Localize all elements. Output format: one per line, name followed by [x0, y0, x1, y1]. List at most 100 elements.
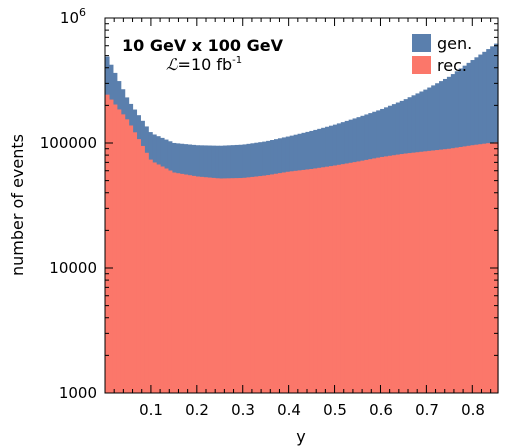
rec-bar: [258, 176, 263, 393]
luminosity-value: =10 fb: [178, 55, 233, 74]
rec-bar: [289, 171, 295, 393]
y-tick-exponent: 6: [79, 6, 86, 19]
rec-bar: [309, 168, 314, 393]
rec-bar: [427, 150, 432, 393]
rec-bar: [148, 159, 153, 393]
y-tick-base: 10: [60, 9, 79, 27]
rec-bar: [273, 173, 279, 393]
rec-bar: [454, 147, 460, 393]
x-tick-label: 0.1: [139, 401, 163, 419]
rec-bar: [387, 155, 393, 393]
rec-bar: [183, 174, 189, 393]
rec-bar: [136, 139, 141, 393]
rec-bar: [458, 146, 464, 393]
rec-bar: [364, 159, 369, 393]
rec-bar: [301, 169, 307, 393]
x-tick-label: 0.3: [231, 401, 255, 419]
rec-bar: [321, 167, 326, 393]
rec-bar: [376, 157, 381, 393]
rec-bar: [222, 178, 228, 393]
rec-bar: [399, 154, 405, 393]
rec-bar: [482, 143, 487, 393]
rec-bar: [470, 145, 476, 393]
y-axis-title: number of events: [8, 134, 27, 276]
rec-bar: [179, 173, 185, 393]
y-tick-label: 100000: [40, 134, 97, 152]
rec-bar: [332, 165, 338, 393]
energy-annotation: 10 GeV x 100 GeV: [122, 36, 284, 55]
rec-bar: [431, 150, 436, 393]
rec-bar: [207, 177, 212, 393]
rec-bar: [325, 166, 330, 393]
y-tick-label: 10000: [49, 259, 97, 277]
y-tick-label: 1000: [59, 384, 97, 402]
rec-bar: [462, 146, 468, 393]
rec-bar: [187, 175, 193, 393]
rec-bar: [116, 109, 122, 393]
rec-bars: [105, 94, 499, 394]
rec-bar: [317, 167, 322, 393]
x-tick-label: 0.2: [185, 401, 209, 419]
rec-bar: [226, 178, 232, 393]
rec-bar: [254, 176, 259, 393]
luminosity-symbol: ℒ: [166, 55, 178, 74]
rec-bar: [132, 132, 138, 394]
plot-frame: [104, 17, 499, 394]
rec-bar: [124, 119, 130, 393]
rec-bar: [215, 178, 220, 393]
rec-bar: [466, 145, 472, 393]
rec-bar: [277, 173, 283, 393]
legend: gen. rec.: [412, 34, 472, 75]
rec-bar: [384, 156, 389, 393]
rec-bar: [340, 164, 346, 393]
x-tick-label: 0.5: [323, 401, 347, 419]
rec-bar: [348, 162, 354, 393]
rec-bar: [230, 178, 236, 393]
rec-bar: [112, 104, 118, 393]
legend-label-rec: rec.: [437, 56, 467, 75]
rec-bar: [360, 160, 365, 393]
rec-bar: [262, 175, 267, 393]
rec-bar: [293, 170, 299, 393]
rec-bar: [423, 151, 428, 393]
rec-bar: [297, 170, 303, 393]
x-tick-labels: 0.1 0.2 0.3 0.4 0.5 0.6 0.7 0.8: [139, 401, 485, 419]
luminosity-exponent: -1: [232, 55, 242, 66]
rec-bar: [108, 99, 114, 393]
rec-bar: [407, 153, 413, 393]
rec-bar: [380, 156, 385, 393]
rec-bar: [270, 174, 275, 393]
rec-bar: [415, 152, 420, 393]
rec-bar: [435, 150, 440, 393]
luminosity-annotation: ℒ=10 fb-1: [166, 55, 242, 74]
rec-bar: [191, 175, 196, 393]
rec-bar: [313, 168, 318, 393]
rec-bar: [211, 177, 216, 393]
rec-bar: [329, 166, 334, 393]
rec-bar: [419, 151, 424, 393]
legend-label-gen: gen.: [437, 34, 472, 53]
rec-bar: [403, 153, 409, 393]
y-tick-labels: 1000 10000 100000 106: [40, 6, 97, 402]
rec-bar: [442, 149, 448, 393]
rec-bar: [450, 148, 456, 393]
rec-bar: [218, 178, 224, 393]
rec-bar: [285, 171, 291, 393]
x-tick-label: 0.8: [461, 401, 485, 419]
rec-bar: [391, 155, 397, 393]
rec-bar: [156, 164, 161, 393]
rec-bar: [195, 176, 200, 393]
rec-bar: [250, 176, 255, 393]
rec-bar: [128, 125, 134, 393]
rec-bar: [167, 170, 173, 393]
legend-swatch-gen: [412, 34, 431, 52]
rec-bar: [368, 159, 373, 393]
rec-bar: [281, 172, 287, 393]
rec-bar: [144, 152, 149, 393]
y-tick-label-top: 106: [60, 6, 86, 27]
rec-bar: [478, 144, 483, 393]
axis-ticks: [105, 17, 498, 394]
rec-bar: [474, 144, 479, 393]
x-tick-label: 0.6: [369, 401, 393, 419]
